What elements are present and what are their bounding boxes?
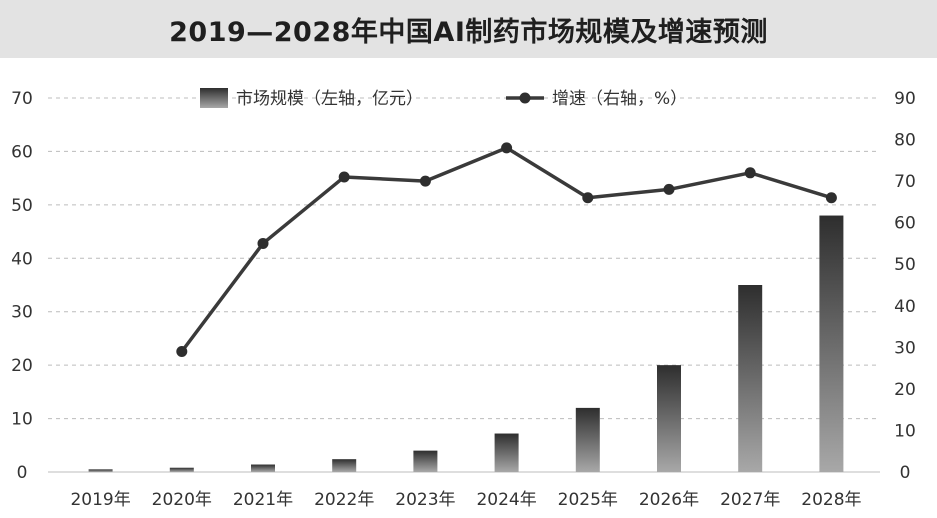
growth-point	[825, 192, 837, 204]
bar	[657, 365, 681, 472]
growth-point	[744, 167, 756, 179]
y-right-tick-label: 90	[894, 89, 916, 109]
bar	[169, 467, 194, 472]
y-left-tick-label: 20	[11, 356, 33, 376]
bar	[413, 450, 438, 472]
growth-line	[176, 142, 837, 357]
y-left-tick-label: 0	[17, 463, 28, 483]
x-tick-label: 2019年	[70, 490, 130, 510]
x-tick-label: 2023年	[395, 490, 455, 510]
legend-bar-swatch	[200, 88, 228, 108]
x-tick-label: 2027年	[720, 490, 780, 510]
legend-line-label: 增速（右轴，%）	[552, 89, 687, 109]
y-right-tick-label: 30	[894, 338, 916, 358]
y-left-tick-label: 60	[11, 142, 33, 162]
chart-title: 2019—2028年中国AI制药市场规模及增速预测	[169, 16, 768, 48]
bar	[819, 215, 844, 473]
x-tick-label: 2024年	[476, 490, 536, 510]
growth-point	[582, 192, 594, 204]
y-right-tick-label: 80	[894, 131, 916, 151]
y-left-tick-label: 10	[11, 410, 33, 430]
x-tick-label: 2026年	[639, 490, 699, 510]
growth-point	[419, 175, 431, 187]
y-left-tick-label: 40	[11, 249, 33, 269]
axes: 0 10 20 30 40 50 60 70 0 10 20 30 40 50 60 70 80 90 2019年 2…	[11, 89, 916, 510]
x-tick-label: 2021年	[233, 490, 293, 510]
bar	[332, 459, 357, 472]
bar	[88, 469, 113, 472]
x-tick-label: 2025年	[558, 490, 618, 510]
legend: 市场规模（左轴，亿元） 增速（右轴，%）	[200, 88, 687, 109]
bar	[738, 285, 763, 472]
y-right-tick-label: 50	[894, 255, 916, 275]
y-left-tick-label: 30	[11, 303, 33, 323]
legend-line-marker	[519, 92, 531, 104]
y-right-tick-label: 60	[894, 214, 916, 234]
bars	[88, 215, 844, 473]
growth-point	[663, 183, 675, 195]
bar	[251, 464, 275, 472]
legend-bar-label: 市场规模（左轴，亿元）	[236, 89, 423, 109]
growth-line-path	[180, 146, 832, 353]
y-left-tick-label: 70	[11, 89, 33, 109]
y-right-tick-label: 10	[894, 421, 916, 441]
x-tick-label: 2022年	[314, 490, 374, 510]
y-right-tick-label: 40	[894, 297, 916, 317]
growth-point	[176, 345, 188, 357]
x-tick-label: 2028年	[801, 490, 861, 510]
growth-point	[501, 142, 513, 154]
y-left-tick-label: 50	[11, 196, 33, 216]
grid-lines	[48, 97, 880, 473]
growth-point	[338, 171, 350, 183]
title-bar: 2019—2028年中国AI制药市场规模及增速预测	[0, 0, 937, 58]
chart-area: 0 10 20 30 40 50 60 70 0 10 20 30 40 50 60 70 80 90 2019年 2…	[11, 88, 916, 510]
y-right-tick-label: 20	[894, 380, 916, 400]
y-right-tick-label: 0	[900, 463, 911, 483]
x-tick-label: 2020年	[152, 490, 212, 510]
growth-point	[257, 237, 269, 249]
y-right-tick-label: 70	[894, 172, 916, 192]
bar	[494, 433, 519, 472]
bar	[575, 407, 600, 472]
